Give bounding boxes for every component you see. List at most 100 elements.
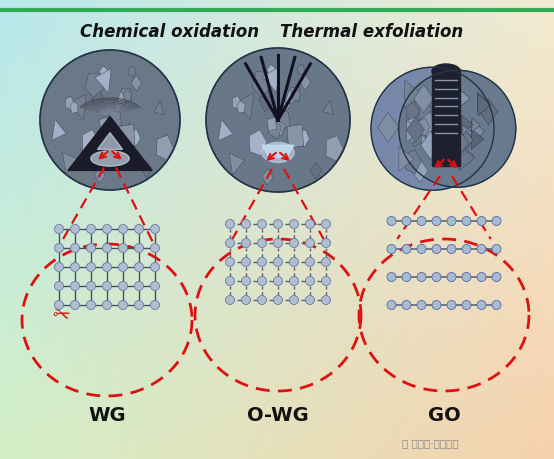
Polygon shape: [297, 64, 305, 76]
Circle shape: [492, 301, 501, 309]
Polygon shape: [269, 117, 278, 129]
Circle shape: [477, 217, 486, 225]
Circle shape: [417, 301, 426, 309]
Polygon shape: [91, 91, 106, 112]
Polygon shape: [153, 101, 164, 115]
Circle shape: [119, 224, 127, 234]
Circle shape: [70, 244, 80, 252]
Polygon shape: [297, 130, 310, 147]
Circle shape: [305, 257, 315, 267]
Circle shape: [402, 273, 411, 281]
Polygon shape: [157, 135, 173, 160]
Circle shape: [258, 257, 266, 267]
Polygon shape: [290, 87, 300, 102]
Circle shape: [432, 273, 441, 281]
Circle shape: [225, 219, 234, 229]
Polygon shape: [63, 152, 78, 174]
Circle shape: [417, 273, 426, 281]
Circle shape: [417, 217, 426, 225]
Polygon shape: [129, 129, 141, 146]
Circle shape: [242, 257, 250, 267]
Text: WG: WG: [88, 405, 126, 425]
Polygon shape: [407, 120, 420, 142]
Polygon shape: [232, 96, 242, 109]
Circle shape: [54, 244, 64, 252]
Circle shape: [387, 301, 396, 309]
Text: ✂: ✂: [49, 302, 72, 327]
Polygon shape: [323, 100, 334, 115]
Circle shape: [290, 276, 299, 285]
Circle shape: [462, 217, 471, 225]
Circle shape: [447, 245, 456, 253]
Circle shape: [86, 281, 95, 291]
Circle shape: [258, 219, 266, 229]
Circle shape: [492, 273, 501, 281]
Circle shape: [290, 219, 299, 229]
Polygon shape: [459, 145, 475, 171]
Circle shape: [492, 217, 501, 225]
Polygon shape: [459, 90, 470, 107]
Circle shape: [447, 217, 456, 225]
Circle shape: [432, 217, 441, 225]
Polygon shape: [106, 120, 116, 136]
Polygon shape: [407, 102, 419, 121]
Polygon shape: [399, 146, 414, 172]
Polygon shape: [291, 89, 300, 101]
Polygon shape: [460, 144, 473, 167]
Ellipse shape: [432, 64, 460, 78]
Circle shape: [305, 239, 315, 247]
Circle shape: [225, 257, 234, 267]
Polygon shape: [478, 96, 490, 115]
Polygon shape: [117, 90, 127, 103]
Circle shape: [135, 281, 143, 291]
Circle shape: [258, 276, 266, 285]
Circle shape: [135, 263, 143, 272]
Circle shape: [242, 239, 250, 247]
Circle shape: [102, 301, 111, 309]
Polygon shape: [118, 123, 135, 146]
Circle shape: [477, 273, 486, 281]
Polygon shape: [252, 72, 271, 98]
Circle shape: [151, 244, 160, 252]
Polygon shape: [141, 161, 152, 178]
Circle shape: [477, 245, 486, 253]
Polygon shape: [263, 67, 279, 92]
Polygon shape: [461, 115, 473, 134]
Circle shape: [371, 67, 494, 190]
Polygon shape: [129, 66, 136, 77]
Polygon shape: [287, 124, 304, 148]
Circle shape: [102, 224, 111, 234]
Circle shape: [119, 263, 127, 272]
Polygon shape: [378, 112, 399, 142]
Polygon shape: [82, 129, 99, 155]
Ellipse shape: [262, 142, 294, 162]
Polygon shape: [269, 120, 282, 139]
Circle shape: [447, 273, 456, 281]
Polygon shape: [123, 90, 132, 101]
Ellipse shape: [91, 151, 129, 166]
Circle shape: [102, 244, 111, 252]
Polygon shape: [283, 100, 291, 113]
Circle shape: [135, 224, 143, 234]
Polygon shape: [456, 135, 469, 157]
Polygon shape: [404, 80, 422, 108]
Circle shape: [321, 296, 331, 304]
Circle shape: [387, 273, 396, 281]
Polygon shape: [412, 159, 428, 183]
Polygon shape: [451, 130, 469, 156]
Polygon shape: [462, 124, 473, 141]
Circle shape: [54, 281, 64, 291]
Circle shape: [54, 224, 64, 234]
Circle shape: [477, 301, 486, 309]
Circle shape: [305, 296, 315, 304]
Bar: [432, 69, 460, 166]
Polygon shape: [460, 131, 473, 149]
Circle shape: [54, 263, 64, 272]
Polygon shape: [121, 88, 131, 102]
Polygon shape: [407, 117, 424, 143]
Text: Thermal exfoliation: Thermal exfoliation: [280, 23, 464, 41]
Polygon shape: [107, 111, 122, 131]
Circle shape: [274, 257, 283, 267]
Circle shape: [321, 257, 331, 267]
Circle shape: [40, 50, 180, 190]
